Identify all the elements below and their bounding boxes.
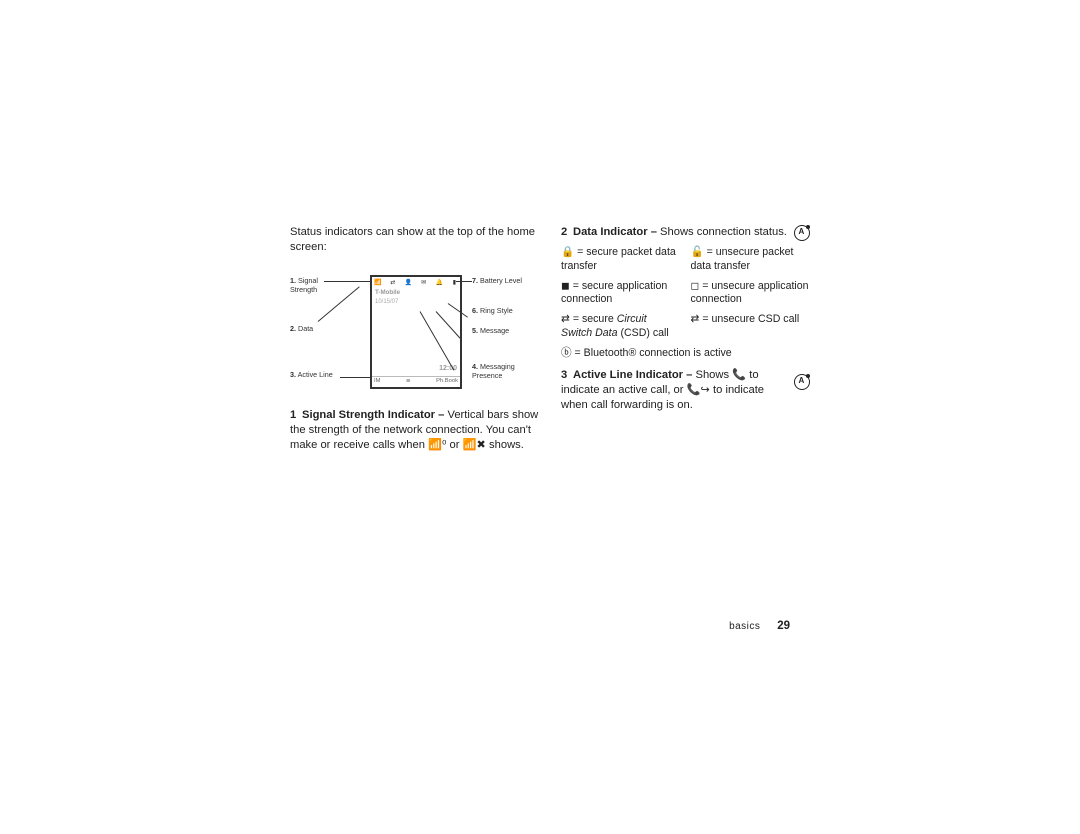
intro-text: Status indicators can show at the top of…	[290, 225, 539, 255]
table-cell: ⇄ = unsecure CSD call	[691, 313, 811, 341]
callout-6: 6. Ring Style	[472, 307, 532, 315]
data-icon: ⇄	[389, 279, 396, 286]
battery-icon: ▮	[451, 279, 458, 286]
page-columns: Status indicators can show at the top of…	[290, 225, 810, 460]
bluetooth-icon: ⓑ	[561, 347, 572, 359]
callout-5: 5. Message	[472, 327, 532, 335]
phone-screen: 📶 ⇄ 👤 ✉ 🔔 ▮ T-Mobile 10/15/07 12:00 IM ≡…	[370, 275, 462, 389]
page-footer: basics 29	[729, 620, 790, 632]
softkey-right: Ph.Book	[436, 378, 458, 386]
softkey-left: IM	[374, 378, 380, 386]
table-cell: ◻ = unsecure application connection	[691, 280, 811, 308]
item-3: 3Active Line Indicator – Shows 📞 to indi…	[561, 368, 810, 413]
right-column: 2Data Indicator – Shows connection statu…	[561, 225, 810, 460]
ring-icon: 🔔	[436, 279, 443, 286]
left-column: Status indicators can show at the top of…	[290, 225, 539, 460]
table-cell: 🔓 = unsecure packet data transfer	[691, 246, 811, 274]
date-label: 10/15/07	[375, 298, 398, 306]
callout-1: 1. Signal Strength	[290, 277, 342, 294]
data-indicator-table: 🔒 = secure packet data transfer 🔓 = unse…	[561, 246, 810, 341]
table-cell: 🔒 = secure packet data transfer	[561, 246, 681, 274]
diagram: 1. Signal Strength 2. Data 3. Active Lin…	[290, 263, 539, 398]
bluetooth-row: ⓑ = Bluetooth® connection is active	[561, 346, 810, 360]
menu-icon: ≡	[406, 378, 411, 386]
status-bar: 📶 ⇄ 👤 ✉ 🔔 ▮	[372, 277, 460, 287]
callout-7: 7. Battery Level	[472, 277, 532, 285]
reference-marker-icon: A	[794, 225, 810, 241]
table-cell: ◼ = secure application connection	[561, 280, 681, 308]
item-1: 1Signal Strength Indicator – Vertical ba…	[290, 408, 539, 453]
item-2-head: 2Data Indicator – Shows connection statu…	[561, 225, 810, 240]
table-cell: ⇄ = secure Circuit Switch Data (CSD) cal…	[561, 313, 681, 341]
section-label: basics	[729, 621, 760, 632]
presence-icon: 👤	[405, 279, 412, 286]
clock-label: 12:00	[439, 364, 457, 373]
signal-icon: 📶	[374, 279, 381, 286]
reference-marker-icon: A	[794, 374, 810, 390]
callout-4: 4. Messaging Presence	[472, 363, 542, 380]
callout-3: 3. Active Line	[290, 371, 354, 379]
callout-2: 2. Data	[290, 325, 342, 333]
carrier-label: T-Mobile	[375, 289, 400, 297]
message-icon: ✉	[420, 279, 427, 286]
page-number: 29	[777, 620, 790, 632]
softkey-bar: IM ≡ Ph.Book	[372, 376, 460, 387]
